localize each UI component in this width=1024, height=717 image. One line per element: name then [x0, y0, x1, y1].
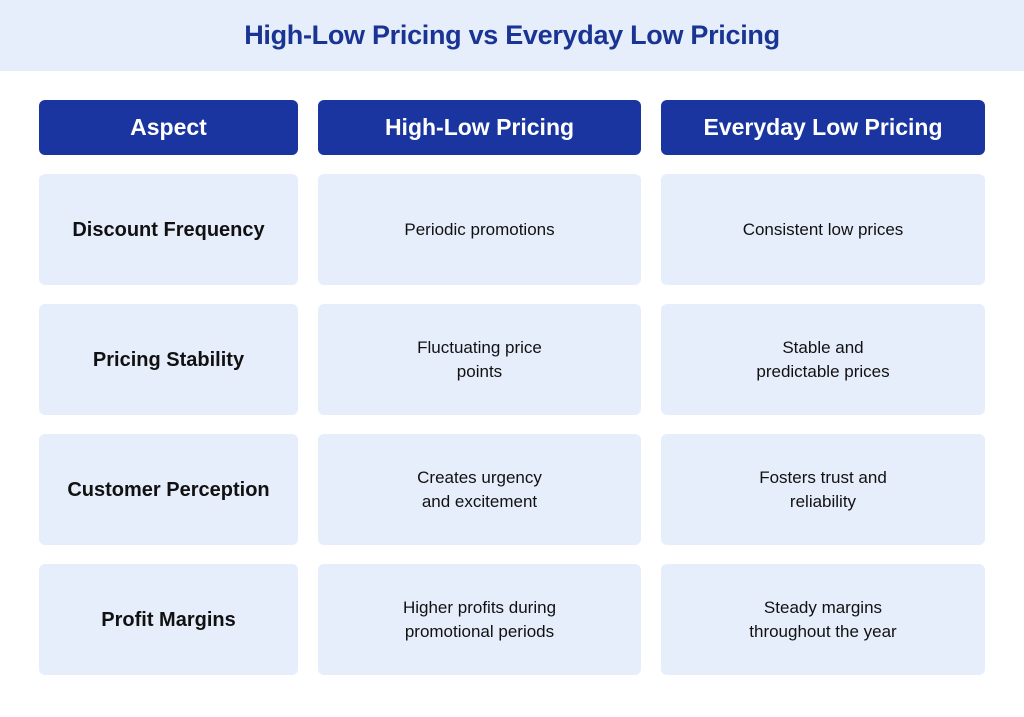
everyday-low-cell: Consistent low prices: [661, 174, 985, 285]
everyday-low-text: Consistent low prices: [742, 219, 904, 239]
comparison-table: Aspect High-Low Pricing Everyday Low Pri…: [39, 100, 985, 675]
high-low-text: Creates urgency and excitement: [417, 467, 542, 511]
aspect-cell: Customer Perception: [39, 434, 298, 545]
everyday-low-text: Stable and predictable prices: [756, 337, 890, 381]
everyday-low-text: Steady margins throughout the year: [749, 597, 897, 641]
page-title: High-Low Pricing vs Everyday Low Pricing: [244, 20, 780, 50]
everyday-low-cell: Fosters trust and reliability: [661, 434, 985, 545]
aspect-label: Customer Perception: [67, 478, 270, 501]
title-band: High-Low Pricing vs Everyday Low Pricing: [0, 0, 1024, 71]
aspect-cell: Discount Frequency: [39, 174, 298, 285]
header-everyday-low-pricing: Everyday Low Pricing: [661, 100, 985, 155]
everyday-low-text: Fosters trust and reliability: [759, 467, 887, 511]
high-low-cell: Periodic promotions: [318, 174, 641, 285]
high-low-cell: Creates urgency and excitement: [318, 434, 641, 545]
high-low-cell: Higher profits during promotional period…: [318, 564, 641, 675]
aspect-label: Profit Margins: [101, 608, 236, 631]
aspect-cell: Profit Margins: [39, 564, 298, 675]
header-high-low-pricing: High-Low Pricing: [318, 100, 641, 155]
high-low-text: Higher profits during promotional period…: [402, 597, 557, 641]
aspect-label: Pricing Stability: [92, 348, 245, 371]
everyday-low-cell: Steady margins throughout the year: [661, 564, 985, 675]
aspect-cell: Pricing Stability: [39, 304, 298, 415]
high-low-text: Periodic promotions: [404, 219, 555, 239]
aspect-label: Discount Frequency: [72, 218, 265, 241]
everyday-low-cell: Stable and predictable prices: [661, 304, 985, 415]
header-aspect: Aspect: [39, 100, 298, 155]
high-low-text: Fluctuating price points: [417, 337, 542, 381]
high-low-cell: Fluctuating price points: [318, 304, 641, 415]
